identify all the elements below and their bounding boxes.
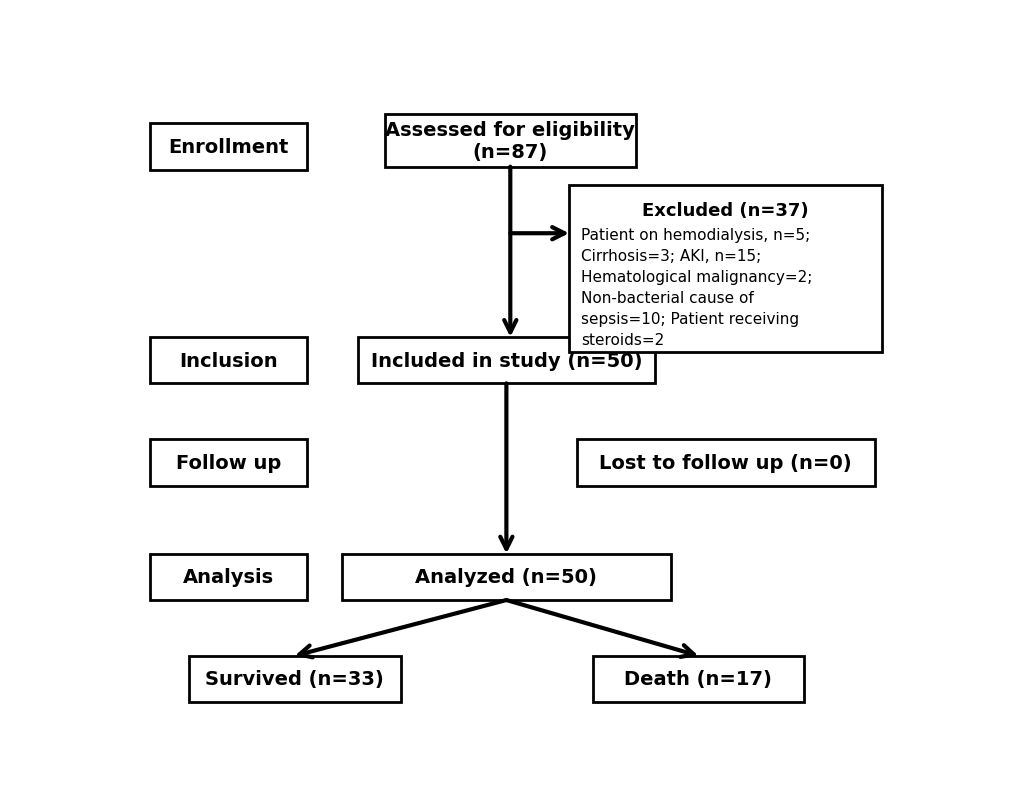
Bar bbox=[150, 439, 306, 486]
Bar bbox=[150, 124, 306, 170]
Text: Patient on hemodialysis, n=5;
Cirrhosis=3; AKI, n=15;
Hematological malignancy=2: Patient on hemodialysis, n=5; Cirrhosis=… bbox=[580, 228, 812, 348]
Bar bbox=[150, 554, 306, 601]
Text: Enrollment: Enrollment bbox=[168, 138, 288, 157]
Text: Follow up: Follow up bbox=[176, 453, 281, 472]
Bar bbox=[385, 115, 636, 168]
Text: Death (n=17): Death (n=17) bbox=[625, 670, 772, 689]
Bar bbox=[358, 337, 655, 384]
Bar bbox=[577, 439, 875, 486]
Text: Included in study (n=50): Included in study (n=50) bbox=[371, 351, 642, 370]
Text: Excluded (n=37): Excluded (n=37) bbox=[642, 202, 809, 219]
Bar bbox=[342, 554, 671, 601]
Bar bbox=[189, 656, 400, 703]
Bar bbox=[150, 337, 306, 384]
Text: Analyzed (n=50): Analyzed (n=50) bbox=[416, 568, 598, 586]
Bar bbox=[592, 656, 804, 703]
Text: Lost to follow up (n=0): Lost to follow up (n=0) bbox=[600, 453, 852, 472]
Text: Survived (n=33): Survived (n=33) bbox=[205, 670, 384, 689]
Text: Assessed for eligibility
(n=87): Assessed for eligibility (n=87) bbox=[385, 120, 635, 161]
Text: Inclusion: Inclusion bbox=[179, 351, 278, 370]
Text: Analysis: Analysis bbox=[183, 568, 274, 586]
Bar bbox=[569, 186, 883, 353]
